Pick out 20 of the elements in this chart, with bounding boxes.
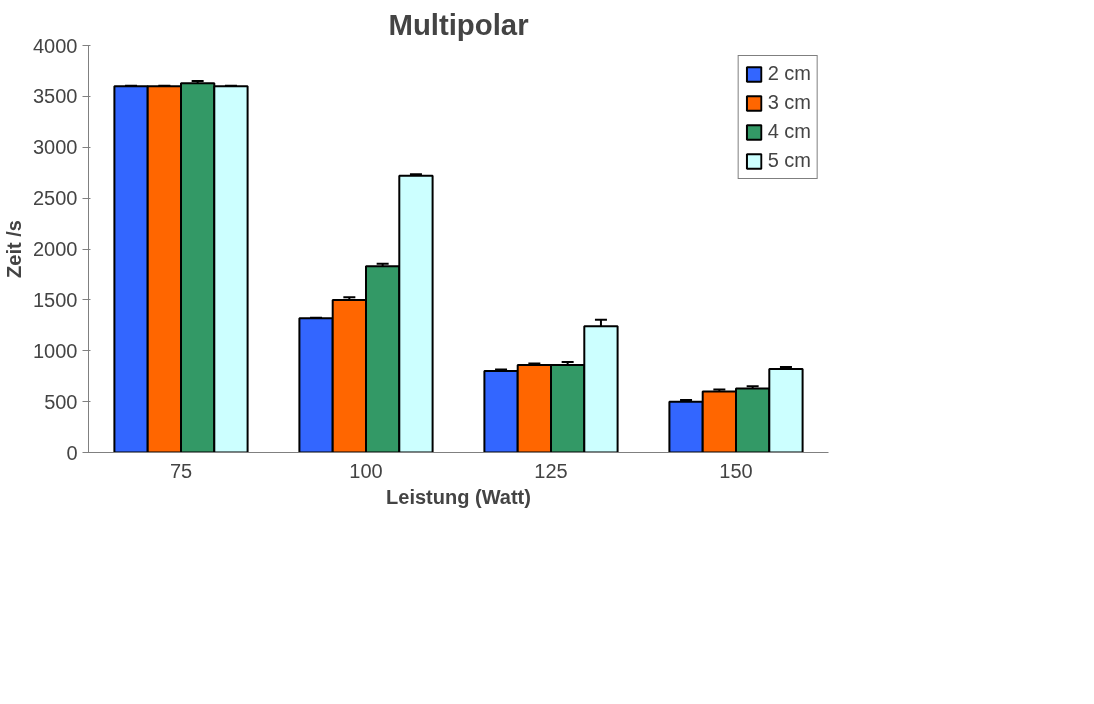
y-tick-label: 2000 [33,238,78,260]
y-tick-label: 0 [66,441,78,464]
y-tick-label: 2500 [33,187,78,210]
legend-label: 2 cm [767,62,811,85]
chart-title: Multipolar [388,7,529,41]
y-tick-label: 1000 [33,339,78,362]
x-tick-label: 150 [719,459,753,482]
x-tick-label: 125 [534,459,568,482]
x-tick-label: 100 [349,459,383,482]
legend-label: 4 cm [767,120,811,143]
y-tick-label: 1500 [33,288,78,311]
y-tick-label: 4000 [33,34,78,57]
x-tick-label: 75 [169,459,193,482]
y-tick-label: 500 [44,390,78,413]
y-tick-label: 3000 [33,136,78,159]
y-axis-title: Zeit /s [3,220,26,278]
legend-label: 3 cm [767,91,811,114]
y-tick-label: 3500 [33,85,78,108]
x-axis-title: Leistung (Watt) [386,485,531,508]
legend-label: 5 cm [767,149,811,172]
